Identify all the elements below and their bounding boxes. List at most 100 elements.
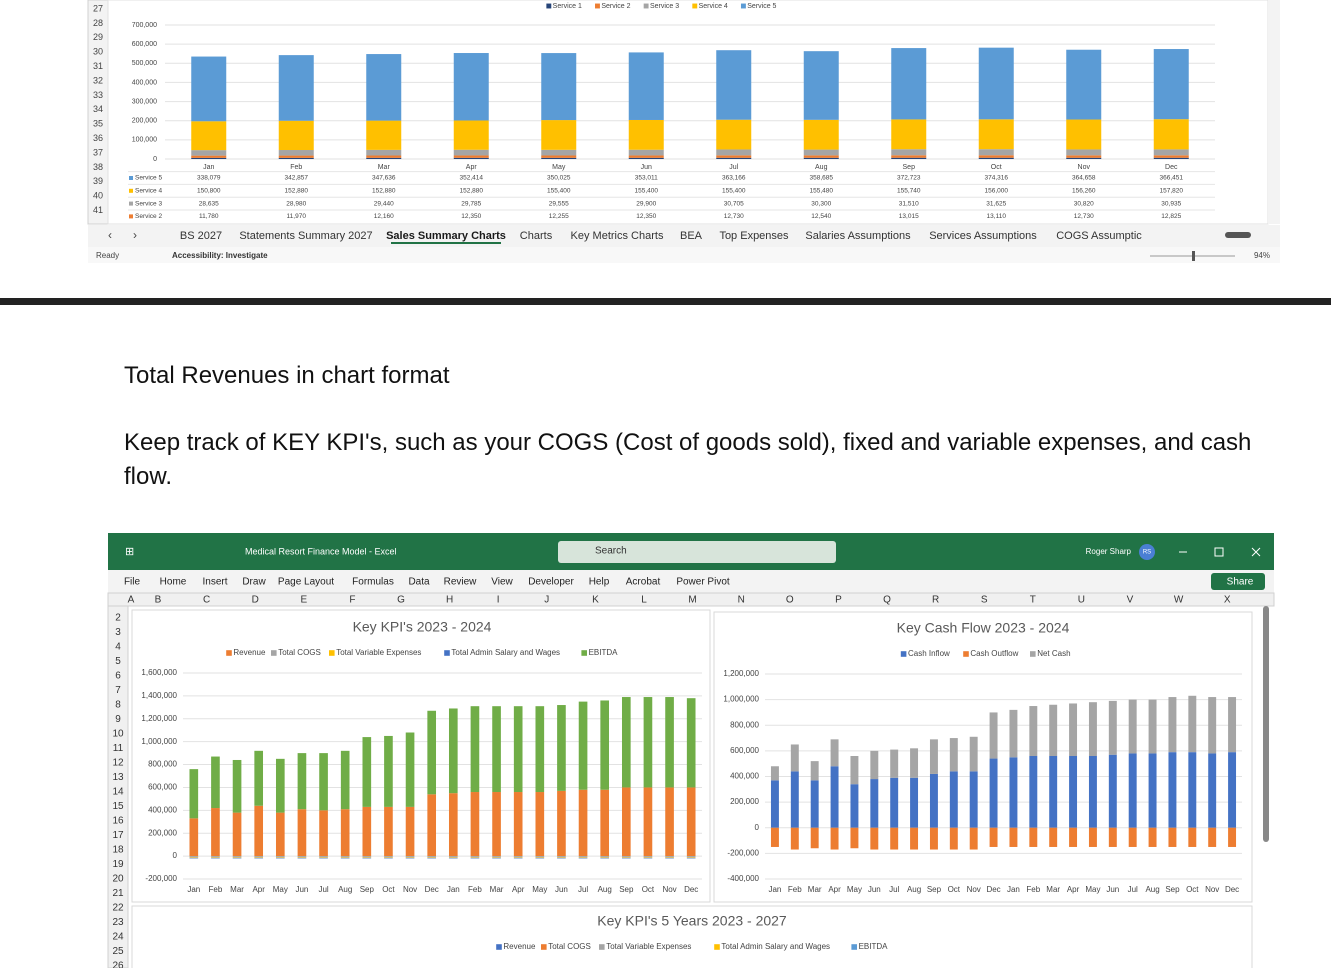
bar [1153, 155, 1189, 158]
menu-item[interactable]: Review [444, 577, 478, 588]
menu-item[interactable]: View [491, 577, 513, 588]
menu-item[interactable]: Page Layout [278, 577, 334, 588]
bar [297, 753, 307, 810]
restore[interactable] [1214, 547, 1224, 557]
bar [557, 857, 566, 858]
bar [513, 706, 523, 793]
x-tick-label: Mar [808, 885, 822, 894]
column-letter: F [349, 595, 355, 606]
menu-item[interactable]: Acrobat [626, 577, 661, 588]
bar [405, 856, 415, 858]
sheet-tab[interactable]: Key Metrics Charts [571, 230, 664, 242]
sheet-tab[interactable]: COGS Assumptic [1056, 230, 1142, 242]
x-tick-label: Jan [447, 885, 460, 894]
bar [1029, 756, 1038, 828]
share-button[interactable] [1211, 573, 1265, 590]
menu-item[interactable]: Data [408, 577, 430, 588]
column-letter: Q [883, 595, 891, 606]
sheet-tab[interactable]: BS 2027 [180, 230, 222, 242]
bar [535, 857, 545, 859]
status-accessibility[interactable]: Accessibility: Investigate [172, 251, 268, 260]
sheet-tab[interactable]: BEA [680, 230, 703, 242]
tab-next[interactable]: › [133, 228, 137, 242]
bar [969, 771, 978, 828]
table-cell: 30,935 [1161, 200, 1181, 207]
x-tick-label: Nov [403, 885, 417, 894]
status-ready: Ready [96, 251, 119, 260]
legend-swatch [546, 3, 552, 9]
bar [969, 736, 978, 772]
row-number: 13 [112, 772, 124, 783]
bar [665, 787, 674, 857]
x-tick-label: Jan [1007, 885, 1020, 894]
table-cell: 12,255 [549, 213, 569, 220]
row-number: 7 [115, 685, 121, 696]
bar [969, 827, 978, 850]
bar [189, 857, 199, 859]
bar [211, 857, 220, 859]
x-tick-label: May [273, 885, 288, 894]
legend-label: Net Cash [1037, 649, 1070, 658]
menu-item[interactable]: Draw [242, 577, 266, 588]
bar [189, 857, 199, 858]
bar [770, 766, 779, 781]
bar [628, 155, 664, 158]
menu-item[interactable]: File [124, 577, 141, 588]
bar [275, 857, 285, 859]
tab-prev[interactable]: ‹ [108, 228, 112, 242]
bar [686, 698, 696, 788]
y-tick-label: 500,000 [132, 60, 157, 67]
bar [535, 856, 545, 858]
bar [1009, 827, 1018, 847]
row-number: 38 [93, 162, 103, 172]
bar [453, 155, 489, 158]
row-number: 26 [112, 961, 124, 968]
menu-item[interactable]: Help [589, 577, 610, 588]
bar [1069, 703, 1078, 756]
menu-item[interactable]: Formulas [352, 577, 394, 588]
user-initials[interactable]: RS [1143, 550, 1151, 556]
bar [366, 120, 402, 150]
close[interactable] [1251, 547, 1261, 557]
menu-item[interactable]: Home [160, 577, 187, 588]
sheet-tab[interactable]: Salaries Assumptions [805, 230, 911, 242]
bar [578, 701, 588, 790]
sheet-tab[interactable]: Services Assumptions [929, 230, 1037, 242]
column-letter: J [544, 595, 549, 606]
chart-box [131, 609, 711, 903]
bar [716, 155, 752, 158]
menu-item[interactable]: Insert [202, 577, 227, 588]
bar [1069, 827, 1078, 847]
user-name[interactable]: Roger Sharp [1086, 547, 1132, 556]
bar [1228, 827, 1237, 847]
row-number: 3 [115, 627, 121, 638]
sheet-tab[interactable]: Statements Summary 2027 [239, 230, 372, 242]
avatar[interactable] [1139, 544, 1155, 560]
x-tick-label: Apr [252, 885, 265, 894]
legend-swatch [496, 944, 502, 950]
sheet-tab[interactable]: Sales Summary Charts [386, 230, 506, 242]
bar [686, 857, 696, 859]
share-label[interactable]: Share [1227, 577, 1254, 588]
menu-item[interactable]: Power Pivot [676, 577, 730, 588]
bar [989, 758, 998, 828]
search-box[interactable] [558, 541, 836, 563]
menu-item[interactable]: Developer [528, 577, 574, 588]
sheet-tab[interactable]: Charts [520, 230, 553, 242]
legend-swatch [329, 650, 335, 656]
table-cell: 152,880 [460, 188, 484, 195]
bar [366, 54, 402, 121]
bar [541, 157, 577, 159]
column-letter: I [497, 595, 500, 606]
legend-swatch [851, 944, 857, 950]
bar [319, 810, 328, 857]
sheet-tab[interactable]: Top Expenses [719, 230, 789, 242]
search-label[interactable]: Search [595, 546, 627, 557]
row-number: 15 [112, 801, 124, 812]
row-number: 14 [112, 787, 124, 798]
x-tick-label: Feb [1026, 885, 1040, 894]
table-cell: 12,160 [374, 213, 394, 220]
bar [232, 857, 242, 858]
legend-label: Revenue [503, 942, 536, 951]
chart-title: Key Cash Flow 2023 - 2024 [897, 620, 1070, 636]
